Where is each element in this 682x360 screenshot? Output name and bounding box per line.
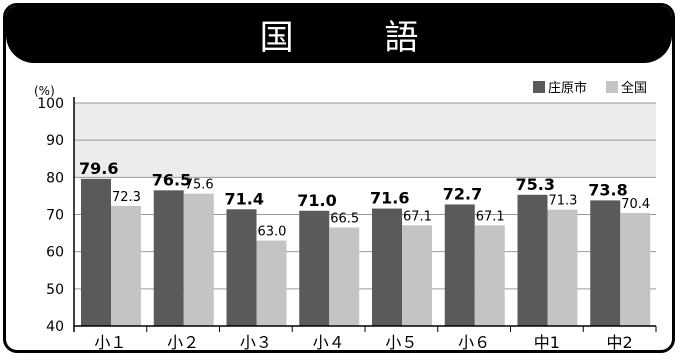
bar-national xyxy=(256,240,287,326)
data-label-shobara: 73.8 xyxy=(588,180,627,199)
data-label-shobara: 71.0 xyxy=(297,191,336,210)
x-tick-label: 小３ xyxy=(240,333,272,352)
data-label-national: 70.4 xyxy=(621,197,650,212)
data-label-national: 67.1 xyxy=(476,209,505,224)
data-label-national: 75.6 xyxy=(185,178,214,193)
bar-shobara xyxy=(590,200,621,326)
data-label-national: 67.1 xyxy=(403,209,432,224)
data-label-shobara: 71.6 xyxy=(370,189,409,208)
data-label-shobara: 75.3 xyxy=(516,175,555,194)
bar-shobara xyxy=(226,209,257,326)
bar-national xyxy=(183,193,214,326)
bar-national xyxy=(547,209,578,326)
y-tick-label: 90 xyxy=(46,133,64,149)
bar-shobara xyxy=(444,204,475,326)
x-tick-label: 中1 xyxy=(534,333,560,352)
y-tick-label: 70 xyxy=(46,208,64,224)
data-label-national: 71.3 xyxy=(549,194,578,209)
y-tick-label: 40 xyxy=(46,319,64,335)
bar-national xyxy=(111,205,141,326)
bar-national xyxy=(620,213,651,326)
title-bar: 国 語 xyxy=(6,6,672,63)
chart-title: 国 語 xyxy=(259,18,459,58)
y-tick-label: 50 xyxy=(46,282,64,298)
bar-shobara xyxy=(372,208,402,326)
x-tick-label: 小２ xyxy=(167,333,199,352)
bar-shobara xyxy=(299,210,330,326)
y-tick-label: 100 xyxy=(37,96,64,112)
bar-national xyxy=(402,225,432,326)
legend-swatch-national xyxy=(606,81,618,93)
bar-shobara xyxy=(517,194,548,326)
bar-shobara xyxy=(81,178,111,326)
x-tick-label: 中2 xyxy=(607,333,633,352)
x-tick-label: 小６ xyxy=(458,333,490,352)
bar-national xyxy=(329,227,360,326)
data-label-shobara: 71.4 xyxy=(225,189,264,208)
data-label-shobara: 76.5 xyxy=(152,170,191,189)
y-tick-label: 60 xyxy=(46,245,64,261)
data-label-national: 63.0 xyxy=(258,225,287,240)
y-tick-label: 80 xyxy=(46,170,64,186)
bar-shobara xyxy=(153,190,184,326)
legend-label-national: 全国 xyxy=(621,80,647,96)
legend-swatch-shobara xyxy=(533,81,545,93)
data-label-national: 72.3 xyxy=(112,190,141,205)
y-unit-label: (%) xyxy=(34,84,55,98)
data-label-national: 66.5 xyxy=(330,212,359,227)
data-label-shobara: 79.6 xyxy=(79,159,118,178)
bar-national xyxy=(474,225,505,326)
legend-label-shobara: 庄原市 xyxy=(548,80,587,96)
x-tick-label: 小５ xyxy=(385,333,417,352)
x-tick-label: 小１ xyxy=(94,333,126,352)
x-tick-label: 小４ xyxy=(313,333,345,352)
data-label-shobara: 72.7 xyxy=(443,184,482,203)
